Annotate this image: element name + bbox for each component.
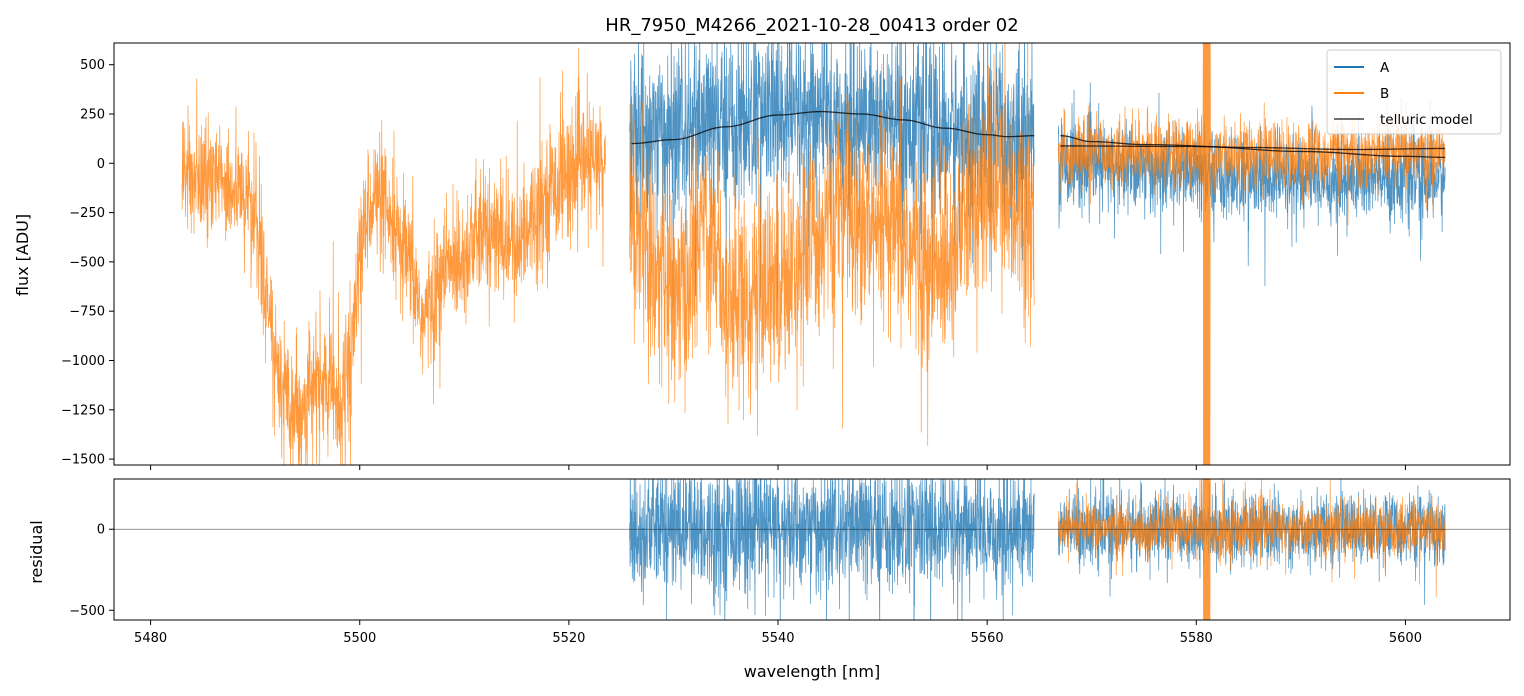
- top-y-axis-label: flux [ADU]: [13, 214, 32, 296]
- top-plot-area: [181, 43, 1446, 465]
- legend: A B telluric model: [1326, 49, 1502, 135]
- x-tick-label: 5480: [134, 631, 167, 646]
- legend-box: [1326, 49, 1502, 135]
- x-tick-label: 5520: [552, 631, 585, 646]
- top-y-tick-label: −500: [69, 255, 105, 270]
- bottom-axes-frame: [113, 478, 1511, 621]
- series-telluric-model-right-curve-2: [1060, 145, 1446, 159]
- x-tick-label: 5600: [1389, 631, 1422, 646]
- bottom-y-axis-label: residual: [27, 520, 46, 583]
- legend-label-a: A: [1380, 60, 1390, 76]
- x-tick-label: 5540: [761, 631, 794, 646]
- residual-b-2: [1057, 479, 1446, 620]
- series-b-left: [181, 47, 606, 465]
- top-x-ticks: [150, 465, 1406, 470]
- top-y-tick-label: 500: [80, 58, 105, 73]
- bottom-y-tick-label: 0: [97, 523, 105, 538]
- top-y-tick-label: −1250: [61, 403, 105, 418]
- top-y-tick-label: −250: [69, 206, 105, 221]
- bottom-panel: 0 −500 5480 5500 5520 5540 5560 5580 5600 resid…: [27, 478, 1511, 646]
- x-tick-label: 5560: [971, 631, 1004, 646]
- top-y-tick-label: 0: [97, 157, 105, 172]
- residual-a-0: [629, 479, 1035, 620]
- x-tick-label: 5500: [343, 631, 376, 646]
- x-axis-label: wavelength [nm]: [744, 662, 881, 681]
- series-b-right: [1057, 43, 1446, 465]
- legend-label-b: B: [1380, 86, 1389, 102]
- top-y-tick-label: 250: [80, 107, 105, 122]
- bottom-y-tick-label: −500: [69, 604, 105, 619]
- top-panel: 500 250 0 −250 −500 −750 −1000 −1250 −1500 flux …: [13, 42, 1511, 470]
- top-y-ticks: 500 250 0 −250 −500 −750 −1000 −1250 −1500: [61, 58, 114, 468]
- top-y-tick-label: −1500: [61, 453, 105, 468]
- legend-label-model: telluric model: [1380, 112, 1473, 128]
- top-y-tick-label: −750: [69, 305, 105, 320]
- chart-title: HR_7950_M4266_2021-10-28_00413 order 02: [605, 15, 1018, 36]
- bottom-x-ticks: 5480 5500 5520 5540 5560 5580 5600: [134, 620, 1422, 646]
- bottom-plot-area: [114, 479, 1510, 620]
- top-axes-frame: [113, 42, 1511, 466]
- bottom-y-ticks: 0 −500: [69, 523, 114, 619]
- x-tick-label: 5580: [1180, 631, 1213, 646]
- series-b-mid: [629, 43, 1035, 446]
- top-y-tick-label: −1000: [61, 354, 105, 369]
- series-telluric-model-mid-curve: [631, 110, 1035, 145]
